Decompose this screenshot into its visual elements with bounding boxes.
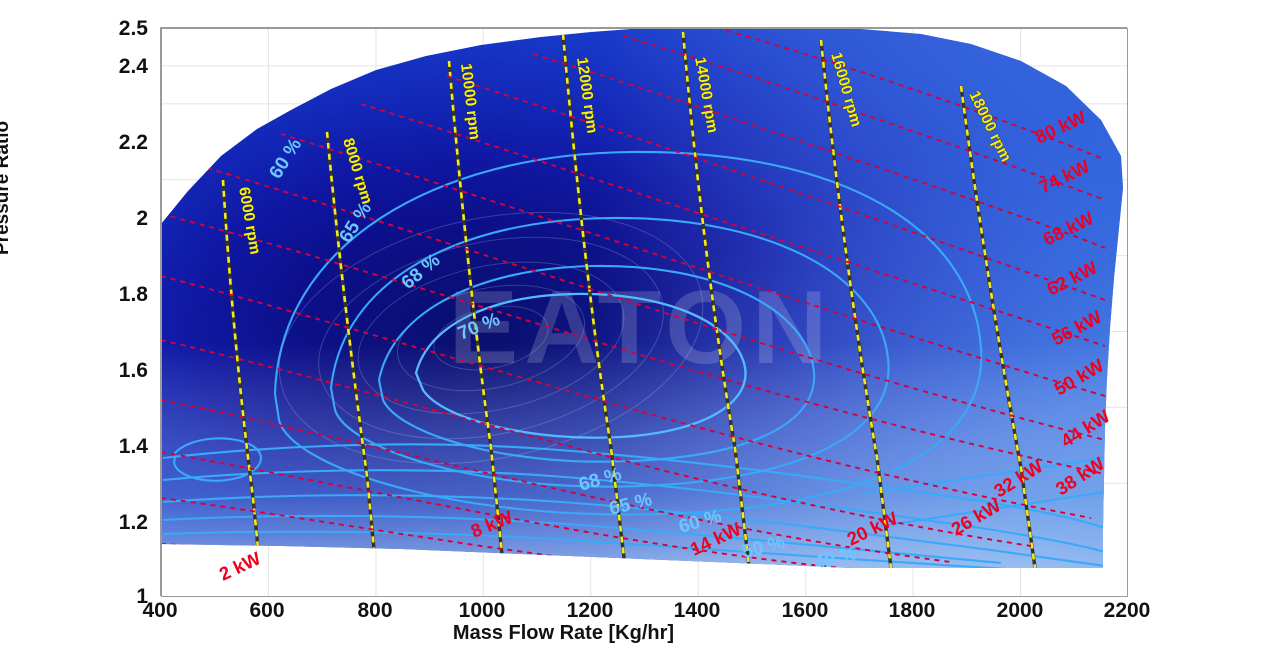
xtick-1000: 1000 [458,599,506,622]
xtick-2200: 2200 [1103,599,1151,622]
xtick-2000: 2000 [996,599,1044,622]
ytick-2-2: 2.2 [118,131,148,154]
xtick-800: 800 [357,599,393,622]
ytick-1: 1 [136,585,148,608]
ytick-1-6: 1.6 [118,359,148,382]
ytick-2-4: 2.4 [118,55,148,78]
xtick-400: 400 [142,599,178,622]
efficiency-labels: 60 % 65 % 68 % 70 % 68 % 65 % 60 % 50 % … [265,135,859,574]
ytick-1-2: 1.2 [118,511,148,534]
xtick-1800: 1800 [888,599,936,622]
xtick-1200: 1200 [566,599,614,622]
eaton-watermark: EATON [449,270,833,386]
plot-border [161,28,1128,597]
xtick-1600: 1600 [781,599,829,622]
ytick-1-4: 1.4 [118,435,148,458]
compressor-map-plot: EATON [161,28,1128,597]
ytick-2-5: 2.5 [118,17,148,40]
y-axis-title: Pressure Ratio [0,120,13,255]
xtick-600: 600 [249,599,285,622]
map-surface: EATON [161,29,1123,568]
ytick-2: 2 [136,207,148,230]
x-axis-title: Mass Flow Rate [Kg/hr] [452,622,675,644]
plot-area: EATON [160,27,1128,597]
speed-lines [221,31,1037,568]
ytick-1-8: 1.8 [118,283,148,306]
xtick-1400: 1400 [673,599,721,622]
